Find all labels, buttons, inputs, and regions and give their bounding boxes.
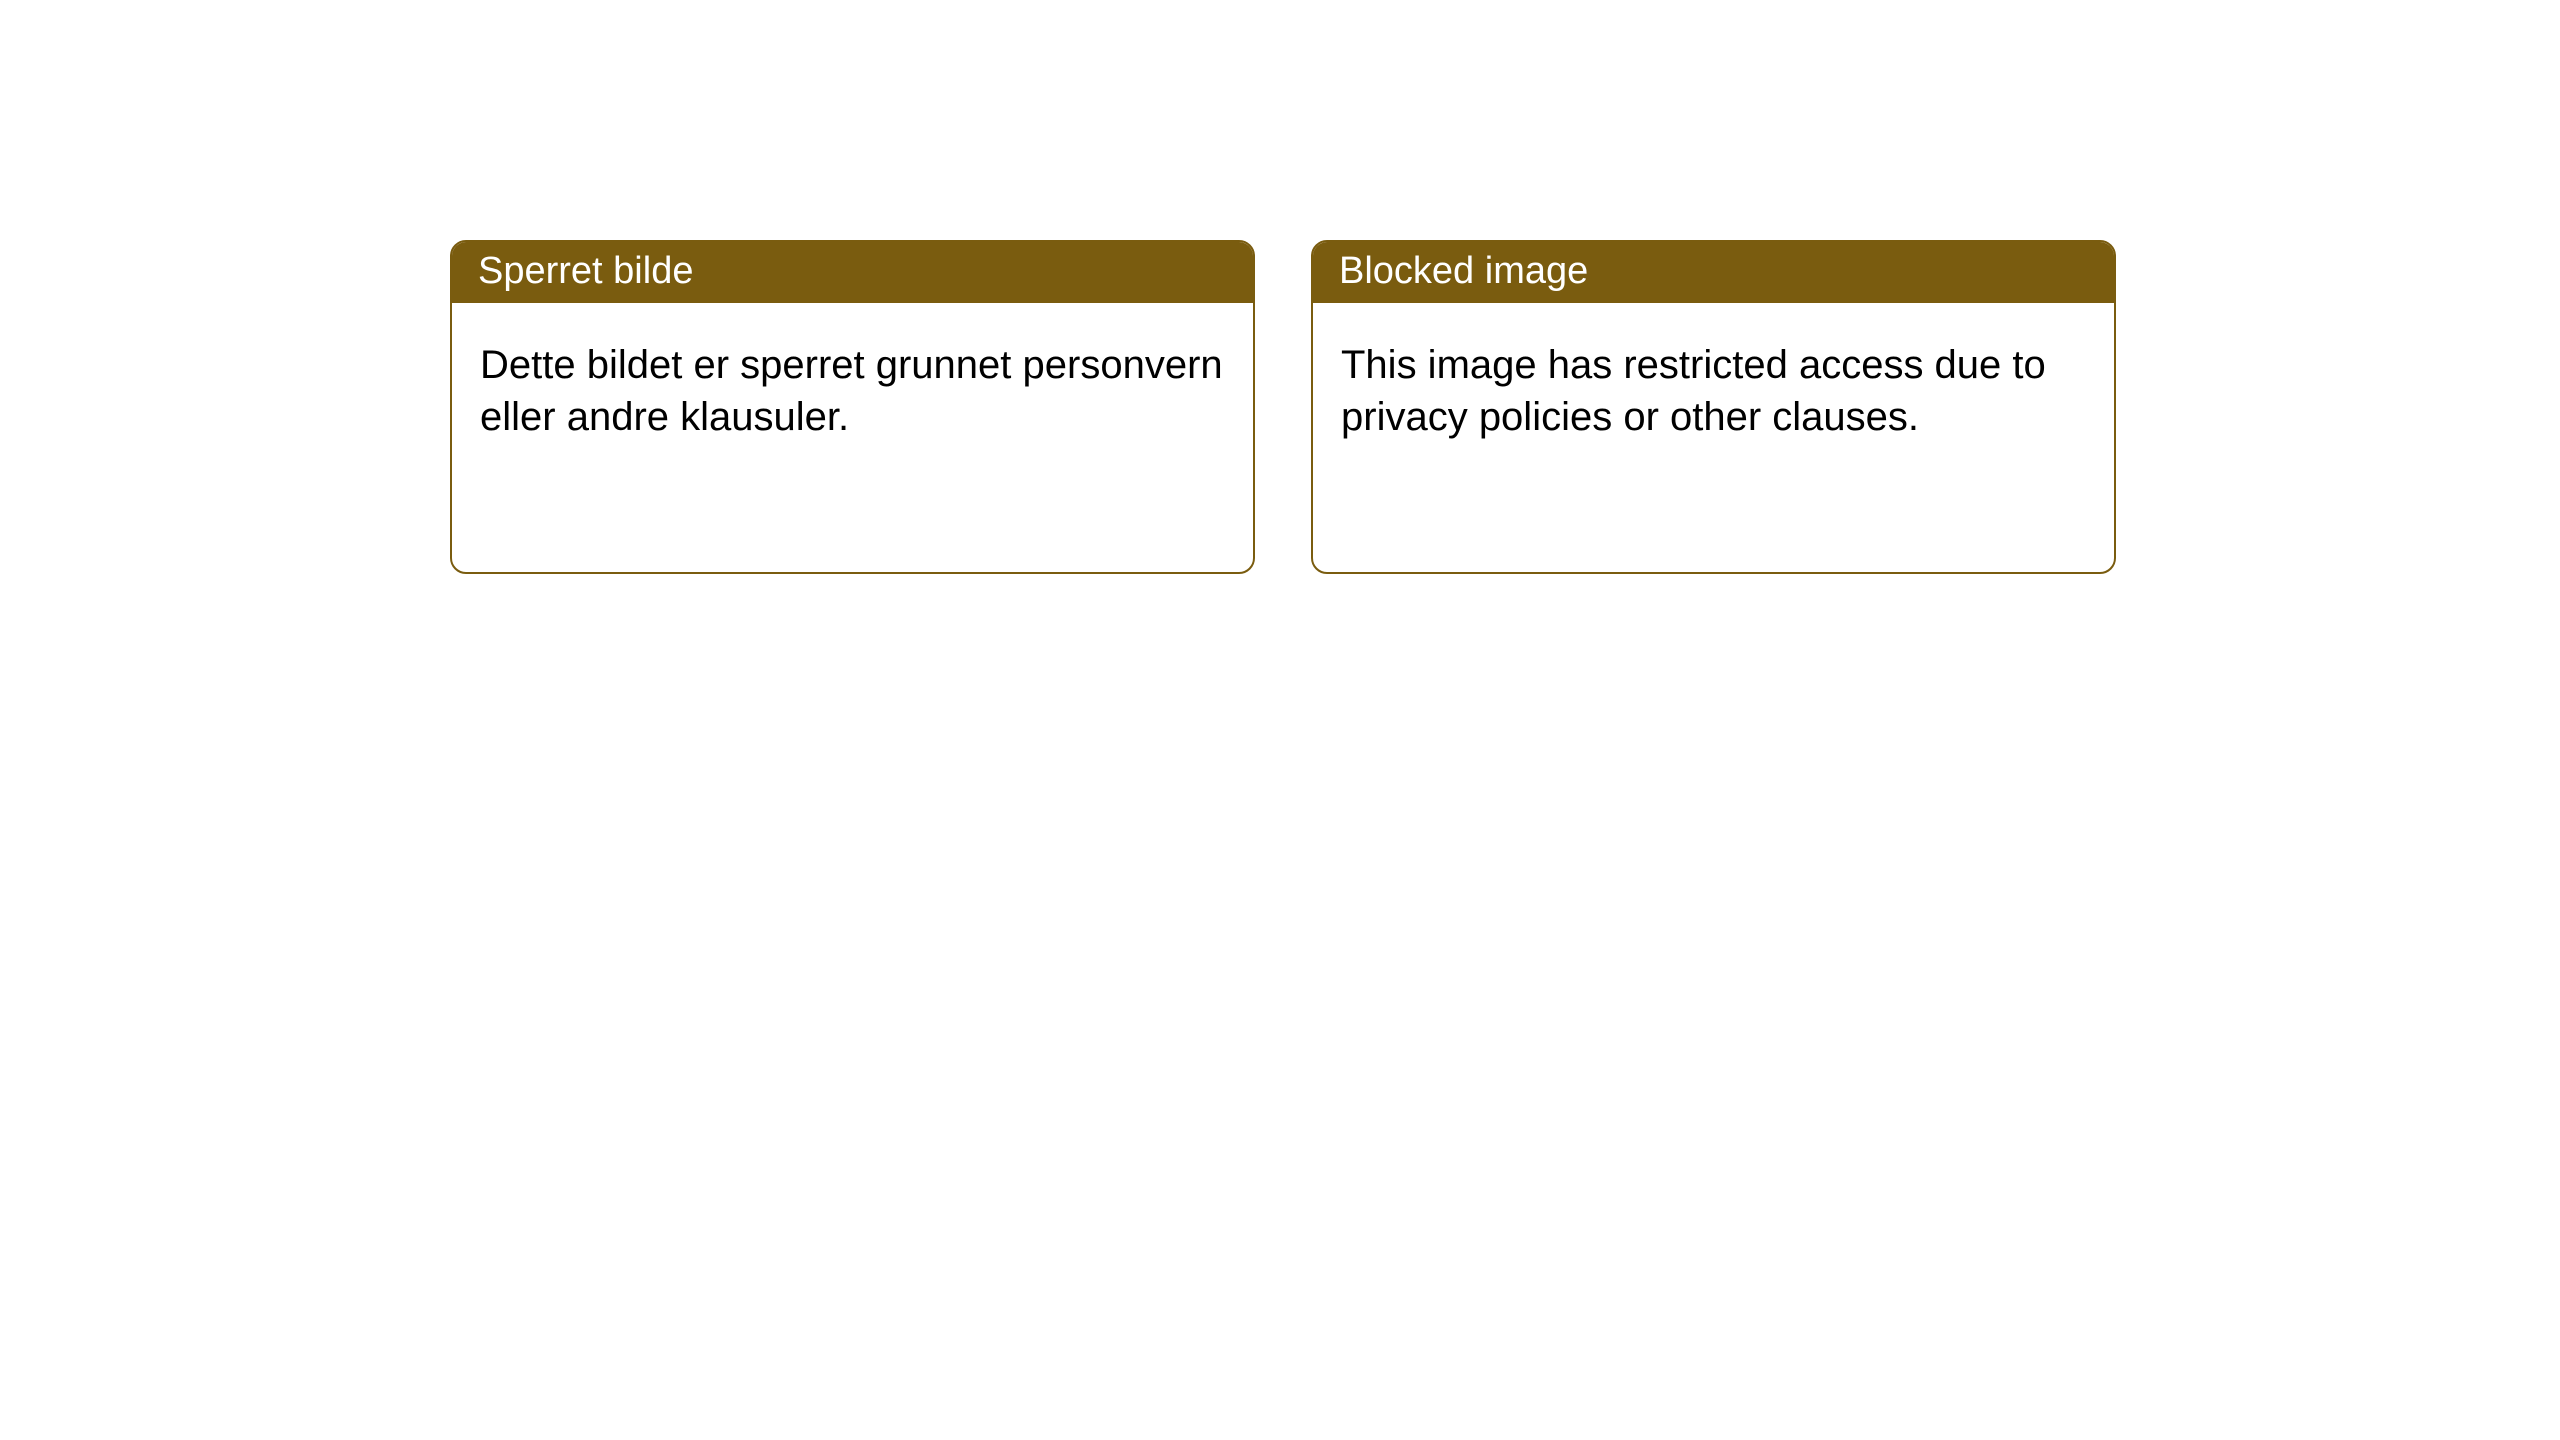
blocked-image-card-no: Sperret bilde Dette bildet er sperret gr…: [450, 240, 1255, 574]
card-body: Dette bildet er sperret grunnet personve…: [452, 303, 1253, 479]
card-body: This image has restricted access due to …: [1313, 303, 2114, 479]
blocked-image-card-en: Blocked image This image has restricted …: [1311, 240, 2116, 574]
notice-container: Sperret bilde Dette bildet er sperret gr…: [0, 0, 2560, 574]
card-header: Sperret bilde: [452, 242, 1253, 303]
card-header: Blocked image: [1313, 242, 2114, 303]
